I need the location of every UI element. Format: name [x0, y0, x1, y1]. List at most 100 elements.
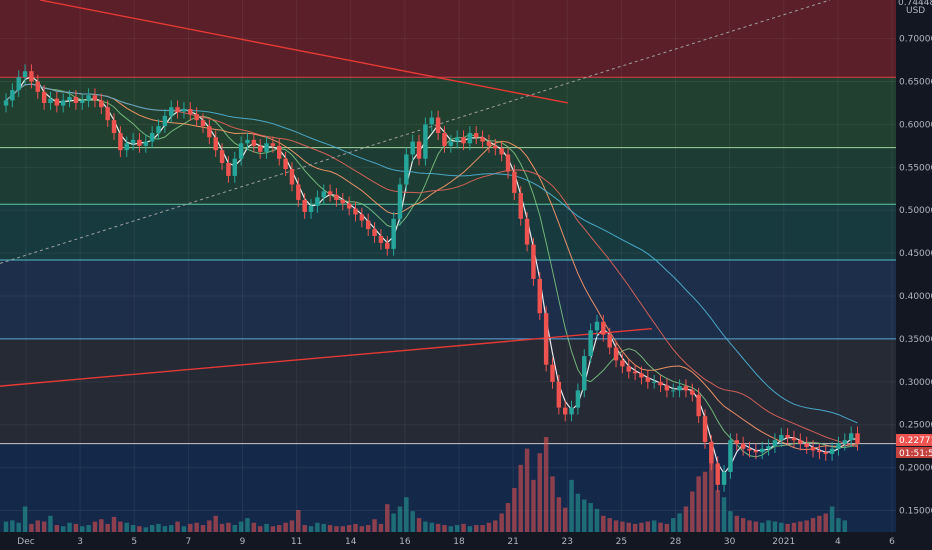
volume-bar-64	[410, 511, 415, 532]
volume-bar-30	[194, 522, 199, 532]
candle-body-9	[60, 100, 66, 106]
candle-body-20	[130, 139, 136, 144]
time-tick-13: 30	[724, 537, 736, 547]
candle-body-52	[334, 194, 339, 200]
candle-body-131	[836, 443, 841, 449]
candle-body-121	[772, 440, 778, 447]
candle-body-48	[308, 205, 314, 212]
candle-body-124	[791, 437, 797, 441]
volume-bar-102	[651, 520, 657, 532]
candle-body-24	[156, 126, 161, 133]
candle-body-71	[454, 137, 460, 142]
time-tick-10: 23	[562, 537, 573, 547]
volume-bar-61	[391, 513, 396, 532]
candle-body-105	[671, 390, 676, 392]
volume-bar-100	[639, 522, 644, 532]
candle-body-113	[721, 471, 727, 485]
volume-bar-56	[359, 526, 365, 532]
volume-bar-10	[67, 522, 72, 532]
candle-body-17	[111, 120, 117, 133]
candle-body-13	[86, 95, 91, 101]
candle-body-97	[620, 360, 625, 367]
candle-body-80	[512, 171, 517, 194]
candle-body-89	[569, 407, 574, 415]
candle-body-129	[823, 452, 828, 454]
candle-body-38	[245, 139, 250, 144]
time-tick-8: 18	[453, 537, 465, 547]
candle-body-115	[734, 440, 740, 444]
candle-body-63	[404, 154, 409, 185]
candle-body-18	[118, 133, 123, 151]
candle-body-47	[302, 199, 307, 212]
volume-bar-50	[321, 523, 326, 532]
moving-average-4	[5, 83, 858, 424]
candle-body-60	[385, 242, 390, 249]
candle-body-15	[99, 100, 104, 108]
candle-body-126	[804, 443, 809, 448]
candle-body-82	[524, 218, 530, 245]
volume-bar-68	[435, 523, 441, 532]
volume-bar-52	[334, 526, 339, 532]
volume-bar-105	[671, 518, 676, 532]
volume-bar-26	[168, 525, 174, 532]
volume-bar-57	[365, 525, 371, 532]
candle-body-66	[423, 124, 428, 159]
candle-body-68	[435, 117, 441, 133]
volume-bar-124	[791, 522, 797, 532]
candle-body-29	[188, 108, 193, 115]
zone-5	[0, 338, 896, 444]
volume-bar-89	[569, 479, 574, 532]
volume-bar-31	[200, 525, 206, 532]
volume-bar-114	[728, 511, 733, 532]
candle-body-76	[486, 141, 492, 146]
volume-bar-65	[416, 518, 422, 532]
last-price-tag: 0.22771 01:51:56	[896, 434, 932, 459]
volume-bar-47	[302, 525, 307, 532]
currency-label: USD	[906, 6, 925, 16]
time-tick-3: 7	[186, 537, 192, 547]
volume-bar-39	[251, 522, 257, 532]
candle-body-14	[92, 95, 98, 101]
candle-body-1	[10, 90, 15, 101]
candle-body-8	[54, 98, 60, 106]
candle-body-53	[340, 199, 346, 204]
candle-body-50	[321, 191, 326, 198]
volume-bar-115	[734, 515, 740, 532]
volume-bar-36	[232, 525, 237, 532]
volume-bar-40	[257, 526, 263, 532]
volume-bar-90	[575, 493, 581, 532]
candle-body-81	[518, 193, 523, 219]
candle-body-122	[779, 435, 784, 441]
candle-body-133	[848, 433, 854, 441]
candle-body-114	[728, 440, 733, 472]
volume-bar-116	[740, 518, 746, 532]
candle-body-21	[137, 139, 142, 146]
volume-bar-84	[537, 453, 543, 532]
volume-bar-99	[632, 523, 638, 532]
volume-bar-46	[296, 509, 301, 532]
volume-bar-33	[213, 515, 218, 532]
candle-body-35	[226, 163, 231, 176]
candle-body-77	[493, 145, 498, 149]
volume-bar-24	[156, 523, 161, 532]
volume-bar-7	[48, 515, 53, 532]
time-tick-11: 25	[616, 537, 627, 547]
zone-3	[0, 204, 896, 260]
time-axis[interactable]: Dec 3 5 7 9 11 14 16 18 21 23 25 28 30 2021 4 6	[17, 537, 895, 547]
volume-bar-97	[620, 521, 625, 532]
time-tick-15: 4	[835, 537, 841, 547]
volume-bar-12	[80, 526, 85, 532]
volume-bar-63	[404, 497, 409, 532]
volume-bar-4	[29, 523, 34, 532]
candle-body-79	[505, 154, 511, 172]
volume-bar-8	[54, 525, 60, 532]
volume-bar-69	[442, 525, 447, 532]
fib-levels	[0, 76, 896, 445]
volume-bar-130	[829, 506, 835, 532]
time-tick-5: 11	[291, 537, 302, 547]
